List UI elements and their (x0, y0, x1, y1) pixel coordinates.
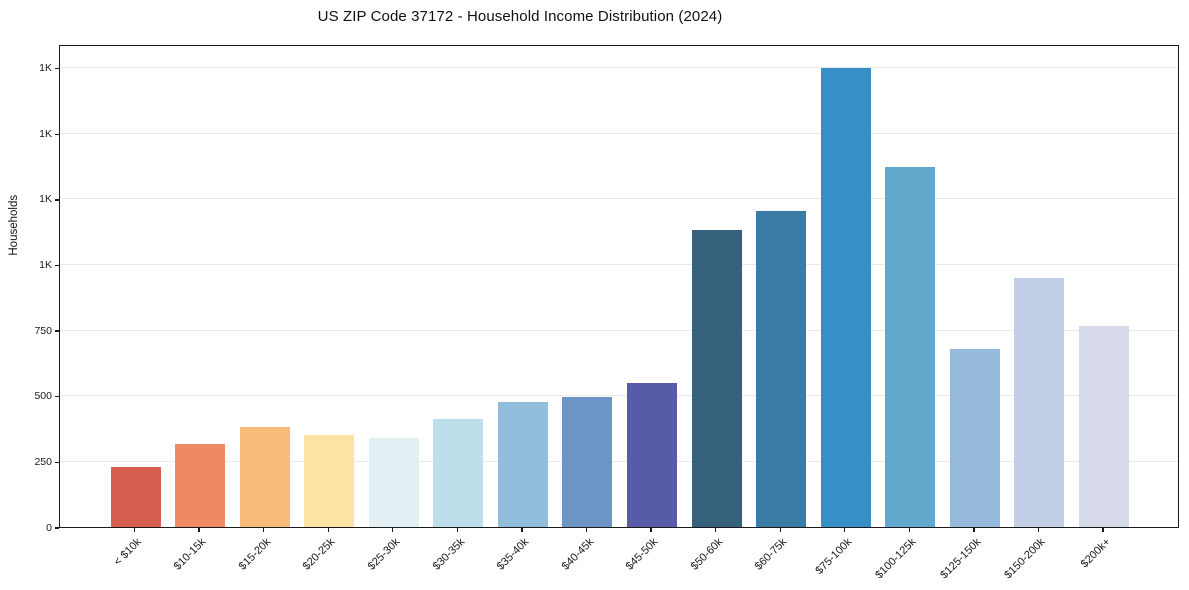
bar-$100-125k (885, 167, 936, 527)
bar-$60-75k (756, 210, 807, 527)
x-tick-label: $60-75k (753, 536, 790, 573)
y-tick-mark (55, 67, 59, 70)
y-tick-label: 250 (34, 455, 52, 468)
y-tick-mark (55, 199, 59, 201)
gridline (60, 329, 1178, 331)
x-tick-label: $40-45k (559, 536, 596, 573)
x-tick-mark (1037, 528, 1040, 532)
x-tick-label: $20-25k (301, 536, 338, 573)
bar-$125-150k (949, 348, 1000, 527)
bar-$15-20k (239, 427, 290, 527)
y-tick-mark (55, 527, 59, 529)
y-tick-label: 1K (39, 193, 52, 206)
y-tick-mark (55, 461, 59, 464)
x-tick-label: $35-40k (494, 536, 532, 573)
x-tick-label: < $10k (111, 536, 144, 569)
x-tick-label: $15-20k (236, 536, 274, 573)
y-tick-mark (55, 396, 59, 398)
bar-$30-35k (433, 419, 484, 527)
x-tick-mark (844, 528, 846, 532)
gridline (60, 264, 1178, 265)
x-tick-mark (327, 528, 329, 532)
x-tick-mark (392, 528, 394, 532)
plot-area (59, 45, 1179, 528)
x-tick-label: $75-100k (813, 536, 855, 577)
x-tick-mark (262, 528, 265, 532)
y-tick-label: 500 (34, 390, 52, 403)
bar-$45-50k (627, 382, 678, 527)
x-tick-label: $150-200k (1002, 536, 1048, 582)
x-tick-mark (133, 528, 136, 532)
bar-$75-100k (820, 67, 871, 527)
x-tick-label: $30-35k (430, 536, 467, 573)
y-tick-mark (55, 264, 59, 267)
x-tick-mark (779, 528, 781, 532)
x-tick-mark (1102, 528, 1104, 532)
x-tick-mark (585, 528, 588, 532)
y-tick-mark (55, 133, 59, 135)
x-tick-mark (198, 528, 200, 532)
x-tick-mark (456, 528, 458, 532)
y-tick-label: 1K (39, 259, 52, 271)
bar-$10-15k (175, 444, 226, 527)
bar-$35-40k (497, 402, 548, 527)
x-tick-mark (650, 528, 652, 532)
x-tick-label: $50-60k (688, 536, 726, 573)
gridline (60, 198, 1178, 200)
x-tick-mark (908, 528, 910, 532)
gridline (60, 67, 1178, 69)
x-tick-mark (973, 528, 975, 532)
x-tick-mark (521, 528, 523, 532)
bar-$25-30k (368, 437, 419, 527)
y-tick-label: 750 (34, 324, 52, 337)
bar-$200k+ (1079, 326, 1130, 527)
bar-$150-200k (1014, 277, 1065, 527)
bar-$40-45k (562, 397, 613, 527)
y-tick-mark (55, 330, 59, 332)
gridline (60, 395, 1178, 397)
x-tick-label: $100-125k (873, 536, 919, 582)
chart-title: US ZIP Code 37172 - Household Income Dis… (317, 8, 723, 25)
x-tick-label: $200k+ (1078, 536, 1113, 571)
y-tick-label: 1K (39, 127, 52, 140)
bar-$50-60k (691, 230, 742, 527)
x-tick-label: $45-50k (623, 536, 661, 573)
gridline (60, 460, 1178, 462)
y-tick-label: 0 (46, 521, 52, 534)
y-tick-label: 1K (39, 62, 52, 75)
bar-$20-25k (304, 435, 355, 527)
x-tick-label: $125-150k (938, 536, 984, 582)
gridline (60, 132, 1178, 134)
x-tick-label: $10-15k (171, 536, 209, 573)
x-tick-mark (714, 528, 717, 532)
bar-< $10k (110, 466, 161, 527)
x-tick-label: $25-30k (365, 536, 403, 573)
